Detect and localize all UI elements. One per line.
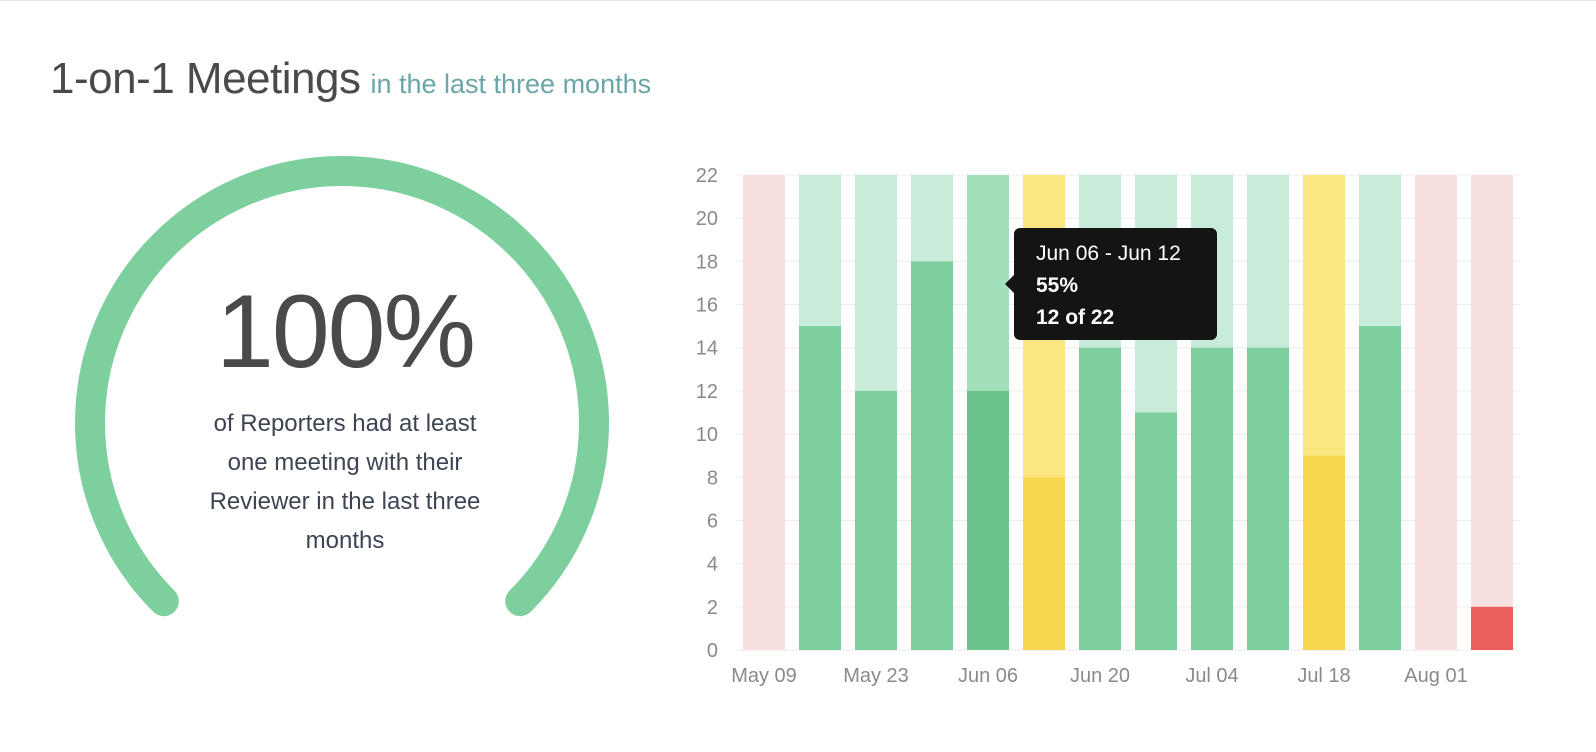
y-tick-label: 14	[696, 338, 718, 360]
gauge-arc-svg	[75, 156, 609, 617]
bar	[1359, 326, 1401, 650]
y-tick-label: 6	[707, 510, 718, 532]
page-subtitle: in the last three months	[370, 69, 652, 99]
y-tick-label: 18	[696, 251, 718, 273]
y-tick-label: 10	[696, 424, 718, 446]
y-tick-label: 20	[696, 208, 718, 230]
top-divider	[0, 0, 1596, 1]
weekly-meetings-bar-chart: 0 2 4 6 8 10 12 14 16 18 20 22 May 09 May 23 Jun 06 Jun…	[696, 165, 1520, 687]
page-title: 1-on-1 Meetings	[50, 54, 361, 103]
bar	[1023, 477, 1065, 650]
x-tick-label: Jul 18	[1297, 665, 1350, 687]
bar	[1135, 412, 1177, 650]
x-tick-label: Jul 04	[1185, 665, 1238, 687]
bar-background	[1471, 175, 1513, 650]
bar	[799, 326, 841, 650]
gauge-percentage: 100%	[216, 274, 476, 390]
gauge-caption: of Reporters had at least one meeting wi…	[209, 410, 481, 554]
bar	[911, 261, 953, 650]
y-tick-label: 22	[696, 165, 718, 187]
y-tick-label: 2	[707, 597, 718, 619]
x-tick-label: Jun 20	[1070, 665, 1130, 687]
x-tick-label: Jun 06	[958, 665, 1018, 687]
bar	[1471, 606, 1513, 650]
bar	[1191, 347, 1233, 650]
gauge-arc	[75, 156, 609, 617]
tooltip-count: 12 of 22	[1036, 306, 1115, 329]
y-tick-label: 12	[696, 381, 718, 403]
x-tick-label: Aug 01	[1404, 665, 1467, 687]
x-tick-label: May 23	[843, 665, 909, 687]
bar-tooltip: Jun 06 - Jun 12 55% 12 of 22	[1005, 228, 1217, 340]
x-tick-label: May 09	[731, 665, 797, 687]
bar	[1303, 455, 1345, 650]
y-tick-label: 4	[707, 554, 718, 576]
bar	[855, 390, 897, 650]
tooltip-date-range: Jun 06 - Jun 12	[1036, 242, 1181, 265]
section-header: 1-on-1 Meetings in the last three months	[50, 54, 651, 104]
y-tick-label: 8	[707, 467, 718, 489]
bar	[1079, 347, 1121, 650]
completion-gauge: 100% of Reporters had at least one meeti…	[60, 142, 630, 682]
bar-background	[743, 175, 785, 650]
tooltip-arrow	[1005, 275, 1014, 293]
bar	[1247, 347, 1289, 650]
y-tick-label: 16	[696, 295, 718, 317]
y-tick-label: 0	[707, 640, 718, 662]
bar-background	[1415, 175, 1457, 650]
tooltip-percent: 55%	[1036, 274, 1079, 297]
bar	[967, 390, 1009, 650]
